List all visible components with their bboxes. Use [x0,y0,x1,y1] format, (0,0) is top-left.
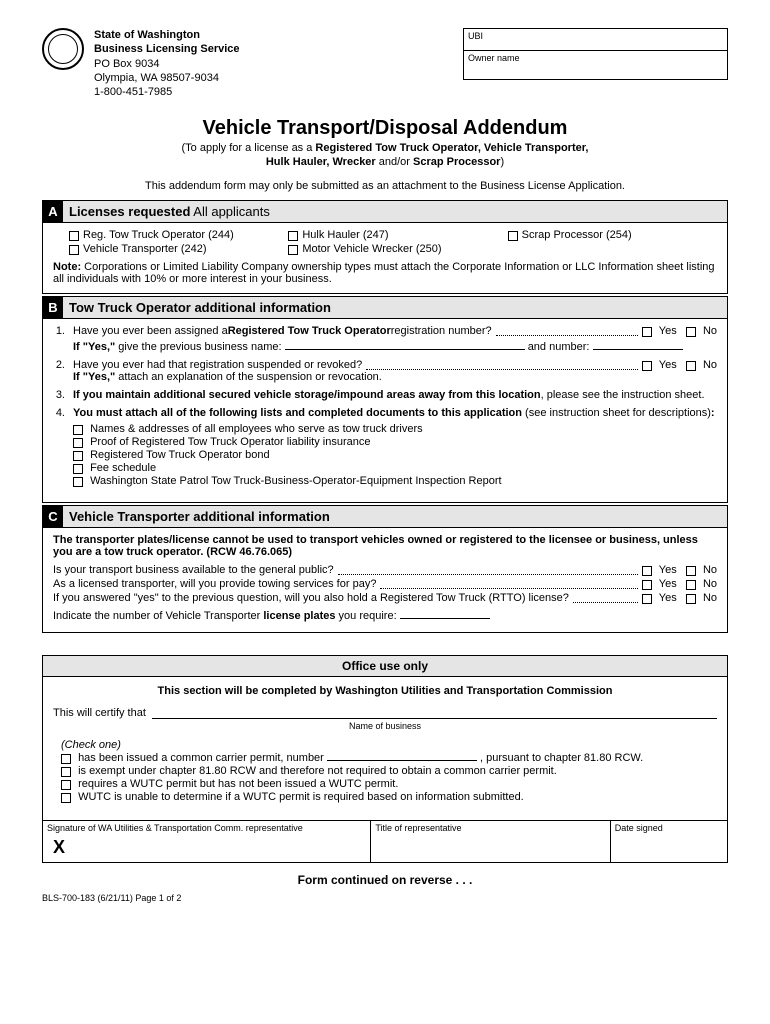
section-c-title: Vehicle Transporter additional informati… [63,506,336,527]
office-sub: This section will be completed by Washin… [53,685,717,697]
section-c-letter: C [43,506,63,527]
agency-line3: PO Box 9034 [94,57,240,71]
agency-address: State of Washington Business Licensing S… [94,28,240,99]
opt-hulk-hauler[interactable]: Hulk Hauler (247) [288,229,497,241]
q1: 1. Have you ever been assigned a Registe… [53,325,717,353]
continue-notice: Form continued on reverse . . . [42,873,728,887]
c-q1: Is your transport business available to … [53,564,717,576]
plates-number[interactable] [400,618,490,619]
certify-row: This will certify that [53,707,717,719]
ubi-box: UBI Owner name [463,28,728,80]
oc-3[interactable] [61,780,71,790]
c-q3: If you answered "yes" to the previous qu… [53,592,717,604]
license-options: Reg. Tow Truck Operator (244) Hulk Haule… [53,229,717,255]
oc-4[interactable] [61,793,71,803]
name-of-business-label: Name of business [53,721,717,731]
rcw-notice: The transporter plates/license cannot be… [53,534,717,558]
ubi-field[interactable]: UBI [464,29,727,51]
signature-row: Signature of WA Utilities & Transportati… [43,820,727,862]
agency-line5: 1-800-451-7985 [94,85,240,99]
section-a-title: Licenses requested All applicants [63,201,276,222]
att-2[interactable] [73,438,83,448]
agency-line2: Business Licensing Service [94,42,240,56]
att-3[interactable] [73,451,83,461]
q1-no[interactable] [686,327,696,337]
intro-text: This addendum form may only be submitted… [42,180,728,192]
subtitle-line1: (To apply for a license as a Registered … [42,142,728,154]
q2-yes[interactable] [642,361,652,371]
oc-2[interactable] [61,767,71,777]
att-5[interactable] [73,477,83,487]
permit-number[interactable] [327,760,477,761]
form-title: Vehicle Transport/Disposal Addendum [42,117,728,140]
cq2-no[interactable] [686,580,696,590]
section-a-letter: A [43,201,63,222]
section-a-note: Note: Corporations or Limited Liability … [53,261,717,285]
office-use: Office use only This section will be com… [42,655,728,863]
office-head: Office use only [43,656,727,677]
agency-line1: State of Washington [94,28,240,42]
state-seal [42,28,84,70]
subtitle-line2: Hulk Hauler, Wrecker and/or Scrap Proces… [42,156,728,168]
section-a: A Licenses requested All applicants Reg.… [42,200,728,294]
signature-x[interactable]: X [47,833,366,860]
cq1-yes[interactable] [642,566,652,576]
oc-1[interactable] [61,754,71,764]
header: State of Washington Business Licensing S… [42,28,728,99]
q3: 3. If you maintain additional secured ve… [53,389,717,401]
attachment-list: Names & addresses of all employees who s… [73,423,717,487]
opt-vehicle-transporter[interactable]: Vehicle Transporter (242) [69,243,278,255]
sig-title[interactable]: Title of representative [371,821,610,862]
sig-rep: Signature of WA Utilities & Transportati… [43,821,371,862]
att-4[interactable] [73,464,83,474]
section-b: B Tow Truck Operator additional informat… [42,296,728,503]
att-1[interactable] [73,425,83,435]
cq3-yes[interactable] [642,594,652,604]
q1-business-name[interactable] [285,349,525,350]
q1-number[interactable] [593,349,683,350]
cq1-no[interactable] [686,566,696,576]
office-checklist: (Check one) has been issued a common car… [61,739,717,803]
section-b-title: Tow Truck Operator additional informatio… [63,297,337,318]
certify-name[interactable] [152,718,717,719]
q1-yes[interactable] [642,327,652,337]
cq2-yes[interactable] [642,580,652,590]
agency-line4: Olympia, WA 98507-9034 [94,71,240,85]
cq3-no[interactable] [686,594,696,604]
plates-row: Indicate the number of Vehicle Transport… [53,610,717,622]
sig-date[interactable]: Date signed [611,821,727,862]
q4: 4. You must attach all of the following … [53,407,717,488]
q2-no[interactable] [686,361,696,371]
section-c: C Vehicle Transporter additional informa… [42,505,728,633]
check-one-label: (Check one) [61,739,717,751]
form-footer: BLS-700-183 (6/21/11) Page 1 of 2 [42,893,728,903]
opt-tow-truck[interactable]: Reg. Tow Truck Operator (244) [69,229,278,241]
q2: 2. Have you ever had that registration s… [53,359,717,383]
opt-motor-wrecker[interactable]: Motor Vehicle Wrecker (250) [288,243,497,255]
owner-name-field[interactable]: Owner name [464,51,727,79]
section-b-letter: B [43,297,63,318]
opt-scrap-processor[interactable]: Scrap Processor (254) [508,229,717,241]
c-q2: As a licensed transporter, will you prov… [53,578,717,590]
